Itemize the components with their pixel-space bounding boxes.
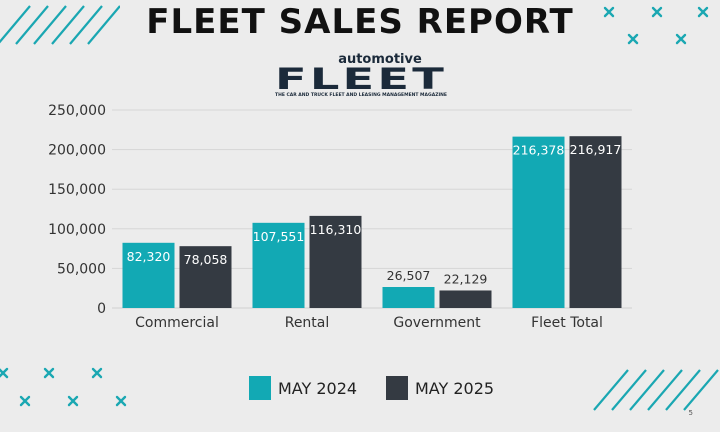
x-marks-bottom-left-decoration xyxy=(0,367,127,407)
data-label: 107,551 xyxy=(253,229,305,244)
chart-legend: MAY 2024 MAY 2025 xyxy=(249,376,494,400)
bar-commercial-series-1 xyxy=(122,242,175,308)
legend-swatch xyxy=(249,376,271,400)
bar-commercial-series-2 xyxy=(179,246,232,308)
data-label: 78,058 xyxy=(184,252,228,267)
bar-fleet-total-series-1 xyxy=(512,136,565,308)
chart-bars xyxy=(122,136,622,308)
y-tick-label: 0 xyxy=(97,301,106,317)
page-number: 5 xyxy=(688,409,693,417)
bar-government-series-2 xyxy=(439,290,492,308)
page-title: FLEET SALES REPORT xyxy=(146,2,574,42)
x-axis-category-labels: Commercial Rental Government Fleet Total xyxy=(135,315,603,331)
stripes-top-left-decoration xyxy=(0,5,120,45)
legend-swatch xyxy=(386,376,408,400)
x-category-label: Rental xyxy=(285,315,330,331)
data-label: 216,378 xyxy=(513,143,565,158)
chart-data-labels: 82,320 78,058 107,551 116,310 26,507 22,129 21… xyxy=(127,142,622,286)
x-category-label: Commercial xyxy=(135,315,219,331)
data-label: 82,320 xyxy=(127,249,171,264)
bar-government-series-1 xyxy=(382,287,435,308)
bar-rental-series-1 xyxy=(252,222,305,308)
bar-fleet-total-series-2 xyxy=(569,136,622,308)
logo-word-automotive: automotive xyxy=(338,52,422,67)
logo-word-fleet: FLEET xyxy=(275,62,447,96)
bar-rental-series-2 xyxy=(309,215,362,308)
legend-label: MAY 2024 xyxy=(278,379,357,398)
y-tick-label: 250,000 xyxy=(48,103,106,119)
legend-label: MAY 2025 xyxy=(415,379,494,398)
data-label: 216,917 xyxy=(570,142,622,157)
y-tick-label: 150,000 xyxy=(48,182,106,198)
stripes-bottom-right-decoration xyxy=(593,369,719,411)
y-axis-tick-labels: 0 50,000 100,000 150,000 200,000 250,000 xyxy=(48,103,106,317)
data-label: 26,507 xyxy=(387,268,431,283)
data-label: 116,310 xyxy=(310,222,362,237)
x-category-label: Government xyxy=(393,315,481,331)
y-tick-label: 200,000 xyxy=(48,143,106,159)
y-tick-label: 100,000 xyxy=(48,222,106,238)
x-category-label: Fleet Total xyxy=(531,315,603,331)
automotive-fleet-logo: automotive FLEET THE CAR AND TRUCK FLEET… xyxy=(275,52,447,97)
logo-tagline: THE CAR AND TRUCK FLEET AND LEASING MANA… xyxy=(275,92,447,97)
x-marks-top-right-decoration xyxy=(603,6,709,45)
data-label: 22,129 xyxy=(444,271,488,286)
y-tick-label: 50,000 xyxy=(57,261,106,277)
